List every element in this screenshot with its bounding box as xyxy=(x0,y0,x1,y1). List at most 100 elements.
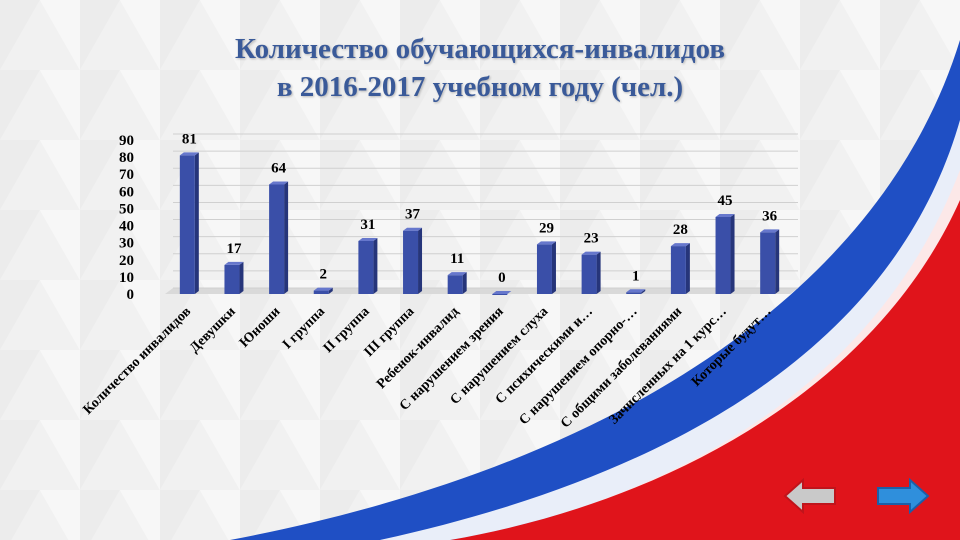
bar xyxy=(224,261,244,294)
bar-front xyxy=(670,246,686,294)
y-tick-label: 90 xyxy=(119,133,134,149)
bar xyxy=(760,229,780,294)
x-tick-label: Количество инвалидов xyxy=(81,304,195,418)
bar-top xyxy=(536,241,556,245)
data-label: 45 xyxy=(718,193,733,209)
bar-side xyxy=(194,152,199,294)
bar-top xyxy=(581,251,601,255)
bar xyxy=(313,287,333,294)
bars xyxy=(179,152,780,295)
data-label: 29 xyxy=(539,220,554,236)
x-tick-label: Которые будут… xyxy=(689,304,775,390)
bar-side xyxy=(328,287,333,294)
bar-front xyxy=(313,290,329,294)
gridlines xyxy=(165,133,798,294)
y-tick-label: 0 xyxy=(127,287,135,303)
flag-white-wave xyxy=(380,120,960,540)
bar-top xyxy=(715,214,735,217)
bar-top xyxy=(224,261,244,265)
bar-front xyxy=(715,217,731,294)
bar-side xyxy=(418,227,423,294)
data-label: 81 xyxy=(182,131,197,147)
bar-front xyxy=(403,230,419,294)
data-label: 17 xyxy=(226,241,242,257)
y-tick-label: 60 xyxy=(119,184,134,200)
data-label: 0 xyxy=(498,270,506,286)
bar-top xyxy=(626,289,646,293)
chart-floor xyxy=(165,288,798,294)
data-label: 31 xyxy=(360,217,375,233)
bar xyxy=(179,152,199,294)
data-label: 28 xyxy=(673,222,688,238)
data-label: 64 xyxy=(271,160,287,176)
data-label: 37 xyxy=(405,207,421,223)
bar-top xyxy=(179,152,199,156)
bar xyxy=(536,241,556,294)
bar-top xyxy=(492,291,512,294)
data-label: 2 xyxy=(320,267,328,283)
bar-side xyxy=(551,241,556,294)
bar xyxy=(358,237,378,294)
y-tick-label: 30 xyxy=(119,236,134,252)
arrow-left-icon xyxy=(783,478,836,514)
bar-front xyxy=(492,294,508,295)
next-slide-button[interactable] xyxy=(876,478,930,514)
bar-front xyxy=(626,292,642,294)
bar-front xyxy=(269,184,285,294)
y-tick-label: 70 xyxy=(119,167,134,183)
bar-side xyxy=(641,289,646,294)
bar xyxy=(403,227,423,294)
data-label: 36 xyxy=(762,208,778,224)
title-line-1: Количество обучающихся-инвалидов xyxy=(235,33,725,65)
x-tick-label: Юноши xyxy=(237,304,283,350)
bar-side xyxy=(685,243,690,294)
bar xyxy=(581,251,601,294)
data-label: 23 xyxy=(584,231,599,247)
bar-top xyxy=(670,243,690,247)
bar-side xyxy=(596,251,601,294)
bar-side xyxy=(462,272,467,294)
y-tick-label: 10 xyxy=(119,270,134,286)
bar-front xyxy=(224,264,240,294)
prev-slide-button[interactable] xyxy=(783,478,837,514)
y-tick-label: 50 xyxy=(119,201,134,217)
bar xyxy=(670,243,690,294)
title-line-2: в 2016-2017 учебном году (чел.) xyxy=(276,71,684,103)
x-tick-label: Девушки xyxy=(187,304,239,356)
arrow-right-icon xyxy=(877,478,930,514)
bar xyxy=(715,214,735,294)
bar xyxy=(269,181,289,294)
bar xyxy=(492,291,512,295)
bar-top xyxy=(358,237,378,241)
bar-top xyxy=(313,287,333,291)
bar-side xyxy=(775,229,780,294)
x-tick-label: Ребенок-инвалид xyxy=(374,304,462,392)
bar-top xyxy=(403,227,423,231)
bar-top xyxy=(760,229,780,233)
bar-front xyxy=(581,254,597,294)
bar-side xyxy=(239,261,244,294)
bar xyxy=(447,272,467,294)
bar-front xyxy=(179,155,195,294)
y-tick-label: 80 xyxy=(119,150,134,166)
bar xyxy=(626,289,646,294)
bar-side xyxy=(373,237,378,294)
data-label: 11 xyxy=(450,251,464,267)
bar-front xyxy=(760,232,776,294)
y-tick-label: 40 xyxy=(119,219,134,235)
flag-red-wave xyxy=(450,170,960,540)
bar-front xyxy=(536,244,552,294)
bar-front xyxy=(358,240,374,294)
slide-title: Количество обучающихся-инвалидов в 2016-… xyxy=(130,30,830,106)
bar-front xyxy=(447,275,463,294)
bar-side xyxy=(284,181,289,294)
bar-top xyxy=(447,272,467,276)
bar-side xyxy=(730,214,735,294)
data-label: 1 xyxy=(632,268,640,284)
bar-top xyxy=(269,181,289,185)
